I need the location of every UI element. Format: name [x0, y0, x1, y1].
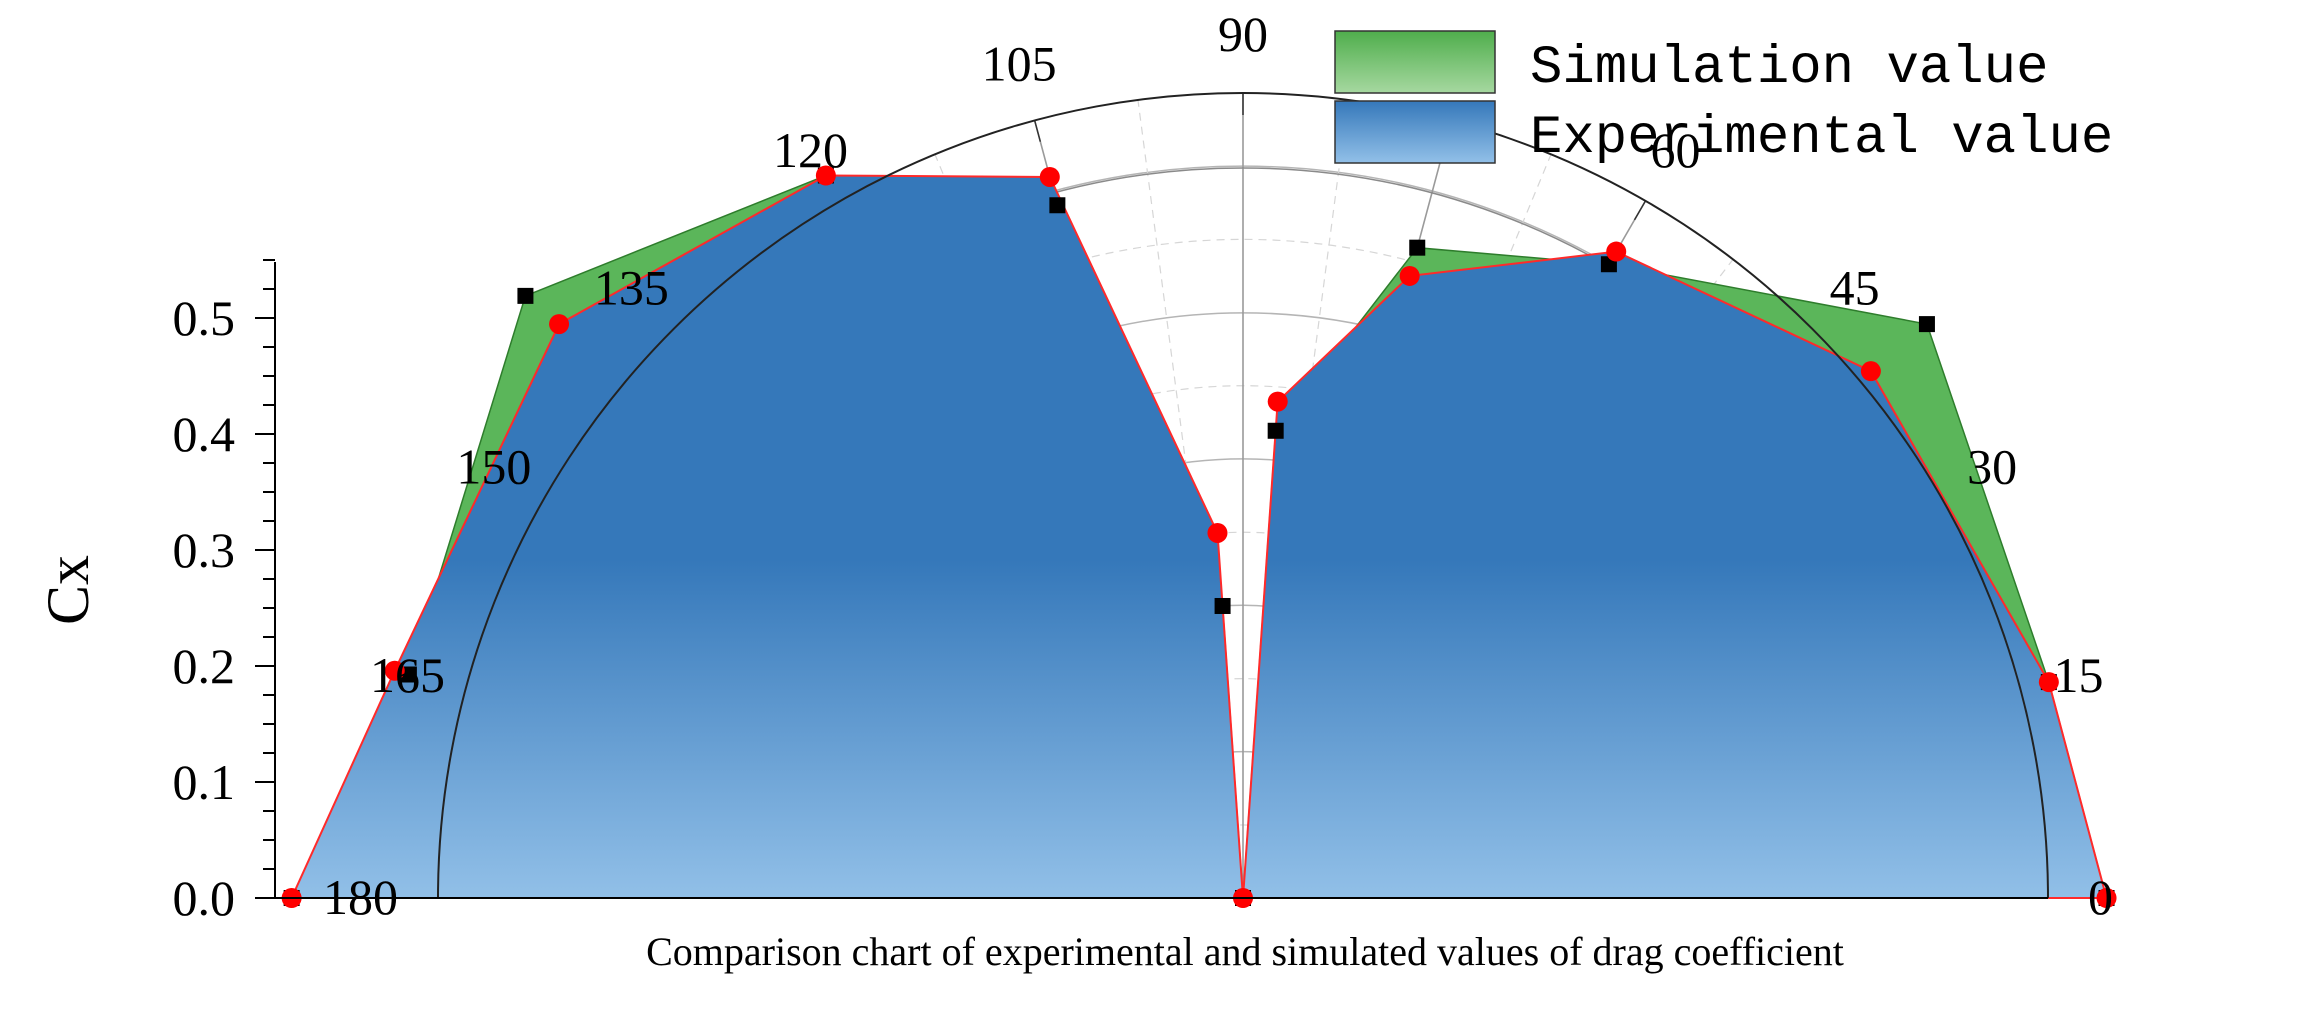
- y-tick-label: 0.3: [173, 522, 236, 578]
- y-tick-label: 0.0: [173, 870, 236, 926]
- simulation-point: [1409, 239, 1426, 256]
- angle-tick-label: 15: [2054, 647, 2104, 703]
- angle-tick-label: 105: [982, 36, 1057, 92]
- angle-tick-label: 45: [1830, 259, 1880, 315]
- angle-tick-label: 135: [594, 259, 669, 315]
- legend: Simulation value Experimental value: [1334, 30, 2113, 169]
- experimental-markers: [281, 165, 2117, 908]
- legend-swatch-experimental: [1334, 100, 1496, 164]
- chart-title: Comparison chart of experimental and sim…: [646, 929, 1844, 974]
- experimental-point: [1860, 361, 1881, 382]
- y-ticks: 0.0 0.1 0.2 0.3 0.4 0.5: [173, 259, 2048, 926]
- simulation-point: [1918, 316, 1935, 333]
- legend-label-experimental: Experimental value: [1530, 108, 2113, 169]
- angle-tick-label: 165: [370, 647, 445, 703]
- legend-swatch-simulation: [1334, 30, 1496, 94]
- angle-tick-label: 30: [1967, 439, 2017, 495]
- outer-arc: [437, 92, 2049, 899]
- experimental-point: [815, 165, 836, 186]
- experimental-point: [1039, 166, 1060, 187]
- y-tick-label: 0.5: [173, 290, 236, 346]
- experimental-point: [1606, 241, 1627, 262]
- angle-tick: [1633, 200, 1647, 221]
- angle-tick-label: 120: [773, 122, 848, 178]
- simulation-point: [400, 666, 417, 683]
- experimental-point: [549, 314, 570, 335]
- simulation-point: [517, 287, 534, 304]
- simulation-point: [1049, 197, 1066, 214]
- angle-tick-label: 90: [1218, 6, 1268, 62]
- experimental-point: [1207, 522, 1228, 543]
- experimental-value-area: [290, 174, 2108, 899]
- y-axis-label: Cx: [35, 555, 101, 625]
- simulation-point: [1214, 597, 1231, 614]
- angle-tick: [1033, 120, 1042, 142]
- legend-label-simulation: Simulation value: [1530, 38, 2048, 99]
- y-axis: 0.0 0.1 0.2 0.3 0.4 0.5: [173, 259, 2048, 926]
- y-tick-label: 0.1: [173, 754, 236, 810]
- experimental-point: [2038, 672, 2059, 693]
- y-tick-label: 0.4: [173, 406, 236, 462]
- experimental-point: [1399, 265, 1420, 286]
- angle-tick-label: 0: [2088, 869, 2113, 925]
- experimental-point: [1267, 391, 1288, 412]
- angle-tick-label: 150: [456, 439, 531, 495]
- y-tick-label: 0.2: [173, 638, 236, 694]
- simulation-point: [1267, 422, 1284, 439]
- experimental-point: [2096, 888, 2117, 908]
- experimental-point: [384, 660, 405, 681]
- angle-tick-label: 60: [1651, 122, 1701, 178]
